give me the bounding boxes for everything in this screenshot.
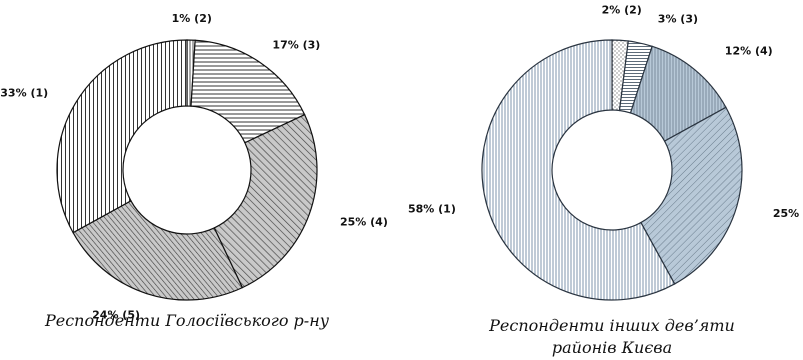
chart-caption: Респонденти Голосіївського р-ну — [44, 311, 330, 330]
slice-label: 25% (5) — [773, 207, 803, 220]
slice-label: 2% (2) — [602, 3, 642, 16]
donut-chart-holosiivskyi: 1% (2) 17% (3) 25% (4) 24% (5) 33% (1) Респон… — [0, 12, 388, 330]
slice-label: 17% (3) — [272, 38, 320, 51]
donut-slice-5 — [481, 39, 676, 301]
donut-slice-5 — [56, 39, 188, 234]
donut-slice-4 — [72, 200, 244, 301]
slice-label: 12% (4) — [725, 45, 773, 58]
slice-label: 3% (3) — [658, 13, 698, 26]
slice-label: 58% (1) — [408, 203, 456, 216]
chart-caption: районів Києва — [552, 338, 672, 357]
slice-label: 1% (2) — [172, 12, 212, 25]
donut-slice-3 — [213, 113, 318, 289]
slice-label: 33% (1) — [0, 87, 48, 100]
slice-label: 24% (5) — [92, 309, 140, 322]
donut-slice-4 — [640, 106, 743, 285]
slice-label: 25% (4) — [340, 215, 388, 228]
chart-caption: Респонденти інших дев’яти — [488, 316, 735, 335]
donut-chart-other-districts: 2% (2) 3% (3) 12% (4) 25% (5) 58% (1) Респонд… — [408, 3, 803, 357]
